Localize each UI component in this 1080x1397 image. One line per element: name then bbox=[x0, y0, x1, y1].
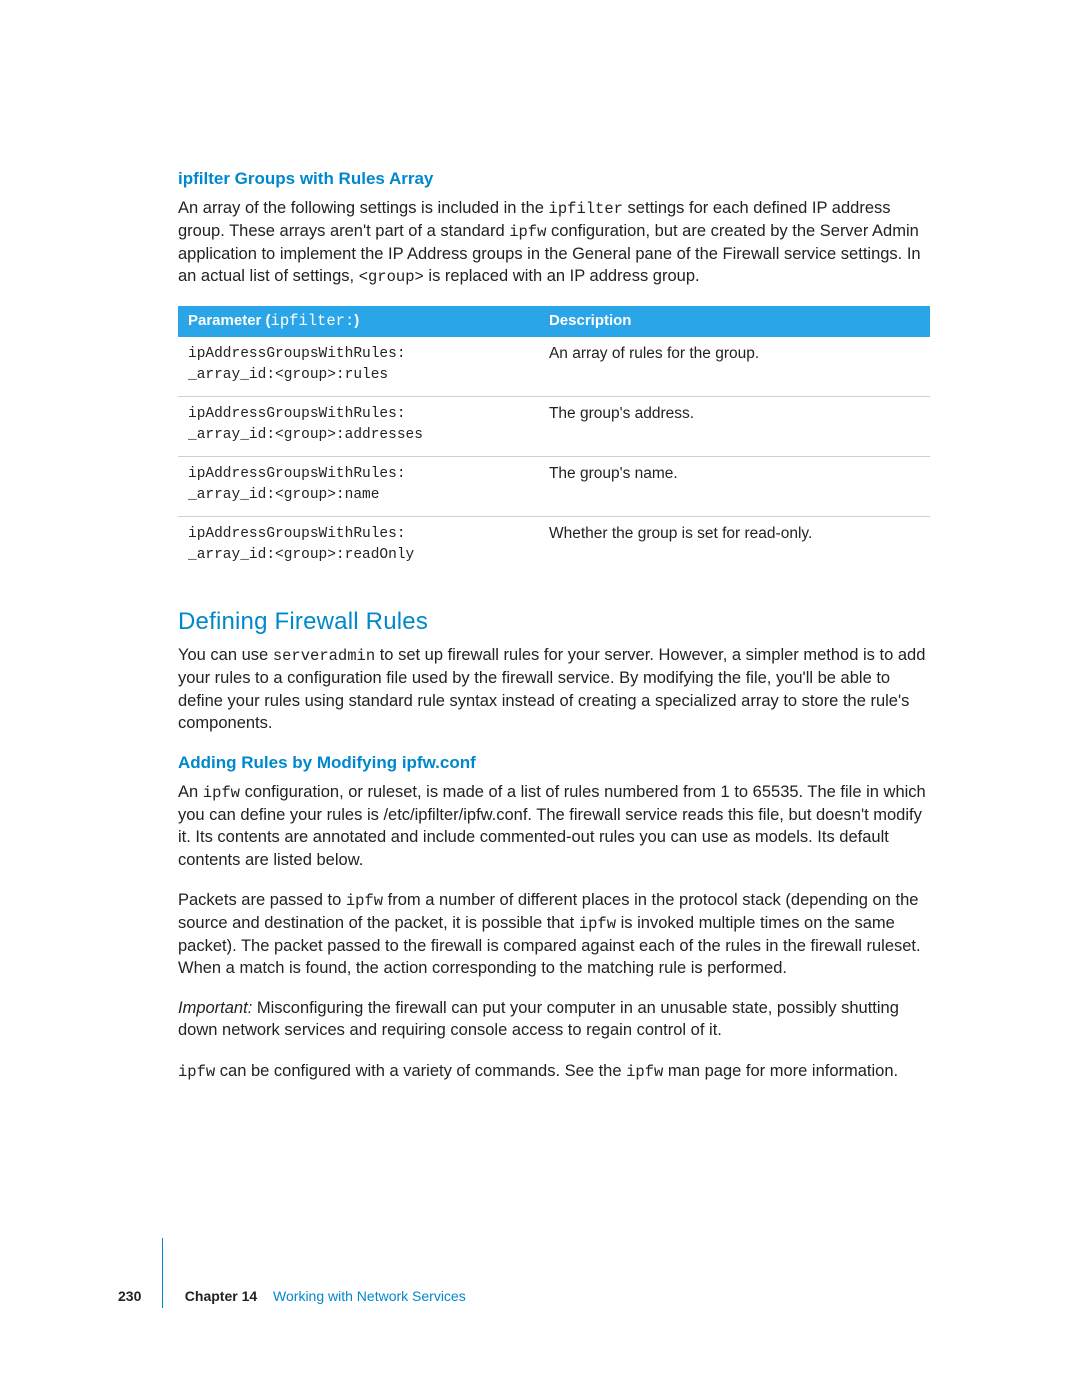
section-defining-firewall-rules-heading: Defining Firewall Rules bbox=[178, 606, 930, 638]
text: Misconfiguring the firewall can put your… bbox=[178, 999, 899, 1039]
code-ipfw: ipfw bbox=[579, 915, 616, 933]
code-line: ipAddressGroupsWithRules: bbox=[188, 526, 406, 542]
subsection-ipfilter-groups-heading: ipfilter Groups with Rules Array bbox=[178, 168, 930, 191]
code-line: _array_id:<group>:addresses bbox=[188, 427, 423, 443]
table-header-parameter: Parameter (ipfilter:) bbox=[178, 306, 539, 337]
text: man page for more information. bbox=[663, 1062, 898, 1080]
text: ) bbox=[354, 312, 359, 329]
ipfw-conf-paragraph-4: ipfw can be configured with a variety of… bbox=[178, 1060, 930, 1083]
code-ipfw: ipfw bbox=[509, 223, 546, 241]
desc-cell: The group's name. bbox=[539, 456, 930, 516]
param-cell: ipAddressGroupsWithRules: _array_id:<gro… bbox=[178, 456, 539, 516]
defining-firewall-rules-paragraph: You can use serveradmin to set up firewa… bbox=[178, 644, 930, 734]
text: can be configured with a variety of comm… bbox=[215, 1062, 626, 1080]
table-header-description: Description bbox=[539, 306, 930, 337]
footer-divider bbox=[162, 1238, 163, 1308]
text: is replaced with an IP address group. bbox=[424, 267, 700, 285]
text: Packets are passed to bbox=[178, 891, 346, 909]
ipfw-conf-paragraph-2: Packets are passed to ipfw from a number… bbox=[178, 889, 930, 979]
page-number: 230 bbox=[118, 1288, 154, 1304]
subsection-adding-rules-heading: Adding Rules by Modifying ipfw.conf bbox=[178, 752, 930, 775]
important-paragraph: Important: Misconfiguring the firewall c… bbox=[178, 997, 930, 1042]
code-ipfw: ipfw bbox=[203, 784, 240, 802]
code-ipfilter: ipfilter bbox=[549, 200, 623, 218]
table-row: ipAddressGroupsWithRules: _array_id:<gro… bbox=[178, 396, 930, 456]
code-ipfilter-prefix: ipfilter: bbox=[271, 312, 355, 330]
code-line: ipAddressGroupsWithRules: bbox=[188, 466, 406, 482]
code-ipfw: ipfw bbox=[626, 1063, 663, 1081]
ipfilter-groups-paragraph: An array of the following settings is in… bbox=[178, 197, 930, 288]
code-group: <group> bbox=[359, 268, 424, 286]
code-line: _array_id:<group>:rules bbox=[188, 367, 388, 383]
code-line: ipAddressGroupsWithRules: bbox=[188, 406, 406, 422]
table-row: ipAddressGroupsWithRules: _array_id:<gro… bbox=[178, 516, 930, 576]
parameter-table: Parameter (ipfilter:) Description ipAddr… bbox=[178, 306, 930, 576]
desc-cell: An array of rules for the group. bbox=[539, 337, 930, 397]
text: An bbox=[178, 783, 203, 801]
code-line: _array_id:<group>:name bbox=[188, 487, 379, 503]
important-label: Important: bbox=[178, 999, 252, 1017]
page-content: ipfilter Groups with Rules Array An arra… bbox=[0, 0, 1080, 1083]
param-cell: ipAddressGroupsWithRules: _array_id:<gro… bbox=[178, 396, 539, 456]
param-cell: ipAddressGroupsWithRules: _array_id:<gro… bbox=[178, 516, 539, 576]
text: configuration, or ruleset, is made of a … bbox=[178, 783, 926, 868]
text: Parameter ( bbox=[188, 312, 271, 329]
code-ipfw: ipfw bbox=[178, 1063, 215, 1081]
table-row: ipAddressGroupsWithRules: _array_id:<gro… bbox=[178, 337, 930, 397]
desc-cell: Whether the group is set for read-only. bbox=[539, 516, 930, 576]
code-line: ipAddressGroupsWithRules: bbox=[188, 346, 406, 362]
chapter-title: Working with Network Services bbox=[273, 1288, 466, 1304]
code-line: _array_id:<group>:readOnly bbox=[188, 547, 414, 563]
code-serveradmin: serveradmin bbox=[273, 647, 375, 665]
text: You can use bbox=[178, 646, 273, 664]
ipfw-conf-paragraph-1: An ipfw configuration, or ruleset, is ma… bbox=[178, 781, 930, 871]
table-row: ipAddressGroupsWithRules: _array_id:<gro… bbox=[178, 456, 930, 516]
param-cell: ipAddressGroupsWithRules: _array_id:<gro… bbox=[178, 337, 539, 397]
code-ipfw: ipfw bbox=[346, 892, 383, 910]
chapter-label: Chapter 14 bbox=[185, 1288, 257, 1304]
desc-cell: The group's address. bbox=[539, 396, 930, 456]
table-header-row: Parameter (ipfilter:) Description bbox=[178, 306, 930, 337]
text: An array of the following settings is in… bbox=[178, 199, 549, 217]
page-footer: 230 Chapter 14 Working with Network Serv… bbox=[0, 1240, 1080, 1310]
